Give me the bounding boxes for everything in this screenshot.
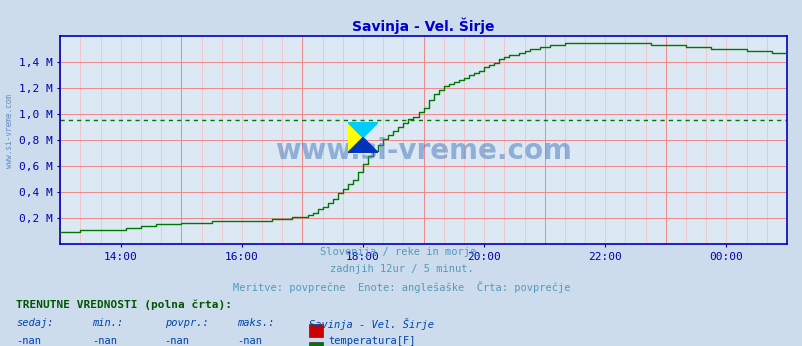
Text: min.:: min.: bbox=[92, 318, 124, 328]
Text: -nan: -nan bbox=[237, 336, 261, 346]
Text: Slovenija / reke in morje.: Slovenija / reke in morje. bbox=[320, 247, 482, 257]
Text: -nan: -nan bbox=[16, 336, 41, 346]
Text: temperatura[F]: temperatura[F] bbox=[328, 336, 415, 346]
Text: maks.:: maks.: bbox=[237, 318, 274, 328]
Polygon shape bbox=[347, 137, 378, 153]
Text: Meritve: povprečne  Enote: anglešaške  Črta: povprečje: Meritve: povprečne Enote: anglešaške Črt… bbox=[233, 281, 569, 293]
Text: Savinja - Vel. Širje: Savinja - Vel. Širje bbox=[309, 318, 434, 330]
Text: zadnjih 12ur / 5 minut.: zadnjih 12ur / 5 minut. bbox=[329, 264, 473, 274]
Title: Savinja - Vel. Širje: Savinja - Vel. Širje bbox=[352, 17, 494, 34]
Text: www.si-vreme.com: www.si-vreme.com bbox=[5, 94, 14, 169]
Text: -nan: -nan bbox=[164, 336, 189, 346]
Polygon shape bbox=[347, 122, 378, 137]
Polygon shape bbox=[347, 122, 363, 153]
Text: sedaj:: sedaj: bbox=[16, 318, 54, 328]
Text: povpr.:: povpr.: bbox=[164, 318, 208, 328]
Text: -nan: -nan bbox=[92, 336, 117, 346]
Text: www.si-vreme.com: www.si-vreme.com bbox=[275, 137, 571, 164]
Text: TRENUTNE VREDNOSTI (polna črta):: TRENUTNE VREDNOSTI (polna črta): bbox=[16, 299, 232, 310]
